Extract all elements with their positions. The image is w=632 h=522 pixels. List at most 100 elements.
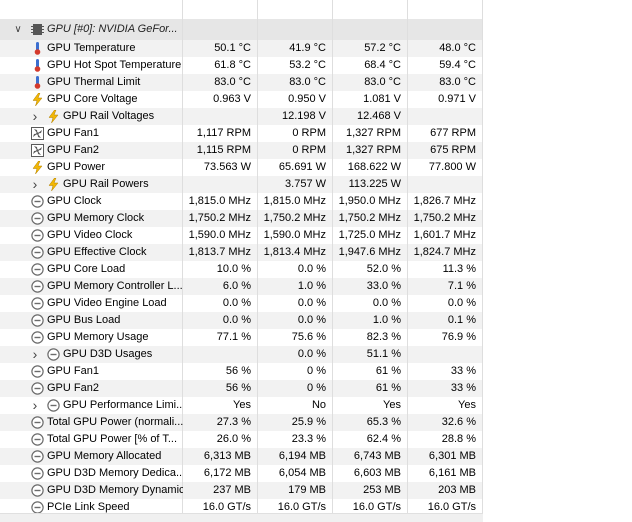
column-divider (407, 346, 408, 363)
gauge-icon (31, 314, 44, 327)
maximum-value: 68.4 °C (364, 59, 401, 71)
average-value: 1,826.7 MHz (413, 195, 476, 207)
sensor-row[interactable]: GPU Video Clock 1,590.0 MHz 1,590.0 MHz 1,7… (0, 227, 632, 244)
gauge-icon (31, 263, 44, 276)
sensor-row[interactable]: PCIe Link Speed 16.0 GT/s 16.0 GT/s 16.0 GT… (0, 499, 632, 516)
sensor-row[interactable]: GPU Memory Controller L... 6.0 % 1.0 % 33.0… (0, 278, 632, 295)
sensor-row[interactable]: GPU Memory Usage 77.1 % 75.6 % 82.3 % 76.9 % (0, 329, 632, 346)
column-divider (332, 397, 333, 414)
sensor-label: GPU Hot Spot Temperature (47, 59, 182, 71)
average-value: 1,824.7 MHz (413, 246, 476, 258)
chevron-right-icon[interactable]: › (32, 346, 38, 362)
gauge-icon (47, 348, 60, 361)
average-value: 28.8 % (441, 433, 476, 445)
sensor-label: GPU D3D Memory Dynamic (47, 484, 183, 496)
minimum-value: 25.9 % (291, 416, 326, 428)
row-cells (0, 363, 483, 380)
row-cells (0, 312, 483, 329)
column-divider (482, 40, 483, 57)
top-spacer-cells (0, 0, 483, 19)
column-divider (407, 19, 408, 40)
column-divider (257, 91, 258, 108)
sensor-row[interactable]: GPU Video Engine Load 0.0 % 0.0 % 0.0 % 0.0 … (0, 295, 632, 312)
row-cells (0, 482, 483, 499)
maximum-value: 253 MB (363, 484, 401, 496)
column-divider (182, 244, 183, 261)
sensor-row[interactable]: GPU Bus Load 0.0 % 0.0 % 1.0 % 0.1 % (0, 312, 632, 329)
sensor-label: PCIe Link Speed (47, 501, 130, 513)
average-value: 203 MB (438, 484, 476, 496)
maximum-value: 1,947.6 MHz (338, 246, 401, 258)
chevron-down-icon[interactable]: ∨ (14, 24, 22, 35)
column-divider (182, 40, 183, 57)
chevron-right-icon[interactable]: › (32, 397, 38, 413)
current-value: 1,813.7 MHz (188, 246, 251, 258)
minimum-value: 1,813.4 MHz (263, 246, 326, 258)
sensor-row[interactable]: GPU Fan2 1,115 RPM 0 RPM 1,327 RPM 675 RPM (0, 142, 632, 159)
sensor-row[interactable]: › GPU Performance Limi... Yes No Yes Yes (0, 397, 632, 414)
sensor-row[interactable]: › GPU Rail Voltages 12.198 V 12.468 V (0, 108, 632, 125)
sensor-label: GPU Bus Load (47, 314, 121, 326)
chevron-right-icon[interactable]: › (32, 176, 38, 192)
sensor-row[interactable]: GPU Memory Allocated 6,313 MB 6,194 MB 6,74… (0, 448, 632, 465)
sensor-row[interactable]: GPU Memory Clock 1,750.2 MHz 1,750.2 MHz 1,… (0, 210, 632, 227)
column-divider (482, 227, 483, 244)
sensor-row[interactable]: GPU Core Load 10.0 % 0.0 % 52.0 % 11.3 % (0, 261, 632, 278)
column-divider (332, 57, 333, 74)
current-value: 1,815.0 MHz (188, 195, 251, 207)
average-value: 77.800 W (428, 161, 476, 173)
current-value: 0.0 % (222, 297, 251, 309)
column-divider (257, 244, 258, 261)
row-cells (0, 227, 483, 244)
column-divider (482, 295, 483, 312)
sensor-row[interactable]: GPU Hot Spot Temperature 61.8 °C 53.2 °C 68… (0, 57, 632, 74)
column-divider (257, 329, 258, 346)
lightning-icon (31, 160, 44, 175)
minimum-value: 53.2 °C (289, 59, 326, 71)
sensor-row[interactable]: › GPU Rail Powers 3.757 W 113.225 W (0, 176, 632, 193)
thermometer-icon (31, 59, 44, 72)
column-divider (332, 91, 333, 108)
column-divider (182, 57, 183, 74)
average-value: 48.0 °C (439, 42, 476, 54)
sensor-row[interactable]: GPU Fan1 56 % 0 % 61 % 33 % (0, 363, 632, 380)
column-divider (182, 363, 183, 380)
sensor-label: GPU Core Load (47, 263, 126, 275)
average-value: Yes (458, 399, 476, 411)
column-divider (332, 159, 333, 176)
sensor-row[interactable]: Total GPU Power [% of T... 26.0 % 23.3 % 62… (0, 431, 632, 448)
column-divider (407, 40, 408, 57)
current-value: 26.0 % (216, 433, 251, 445)
row-cells (0, 40, 483, 57)
gpu-group-row[interactable]: ∨ GPU [#0]: NVIDIA GeFor... (0, 19, 632, 40)
gauge-icon (31, 433, 44, 446)
sensor-row[interactable]: GPU D3D Memory Dedica... 6,172 MB 6,054 MB… (0, 465, 632, 482)
sensor-label: GPU Memory Controller L... (47, 280, 183, 292)
sensor-row[interactable]: GPU Clock 1,815.0 MHz 1,815.0 MHz 1,950.0 M… (0, 193, 632, 210)
gauge-icon (31, 331, 44, 344)
minimum-value: 83.0 °C (289, 76, 326, 88)
sensor-row[interactable]: GPU Power 73.563 W 65.691 W 168.622 W 77.800… (0, 159, 632, 176)
column-divider (182, 295, 183, 312)
column-divider (257, 346, 258, 363)
sensor-row[interactable]: GPU Thermal Limit 83.0 °C 83.0 °C 83.0 °C 83… (0, 74, 632, 91)
chevron-right-icon[interactable]: › (32, 108, 38, 124)
sensor-row[interactable]: GPU D3D Memory Dynamic 237 MB 179 MB 253 MB… (0, 482, 632, 499)
row-cells (0, 108, 483, 125)
column-divider (332, 346, 333, 363)
sensor-row[interactable]: › GPU D3D Usages 0.0 % 51.1 % (0, 346, 632, 363)
current-value: 56 % (225, 365, 251, 377)
column-divider (482, 261, 483, 278)
column-divider (182, 91, 183, 108)
row-cells (0, 278, 483, 295)
sensor-row[interactable]: GPU Effective Clock 1,813.7 MHz 1,813.4 MH… (0, 244, 632, 261)
sensor-row[interactable]: Total GPU Power (normali... 27.3 % 25.9 % 6… (0, 414, 632, 431)
column-divider (257, 414, 258, 431)
column-divider (332, 74, 333, 91)
minimum-value: 16.0 GT/s (277, 501, 326, 513)
sensor-row[interactable]: GPU Core Voltage 0.963 V 0.950 V 1.081 V 0.9… (0, 91, 632, 108)
sensor-row[interactable]: GPU Fan1 1,117 RPM 0 RPM 1,327 RPM 677 RPM (0, 125, 632, 142)
sensor-row[interactable]: GPU Fan2 56 % 0 % 61 % 33 % (0, 380, 632, 397)
column-divider (257, 499, 258, 516)
sensor-row[interactable]: GPU Temperature 50.1 °C 41.9 °C 57.2 °C 48.0… (0, 40, 632, 57)
